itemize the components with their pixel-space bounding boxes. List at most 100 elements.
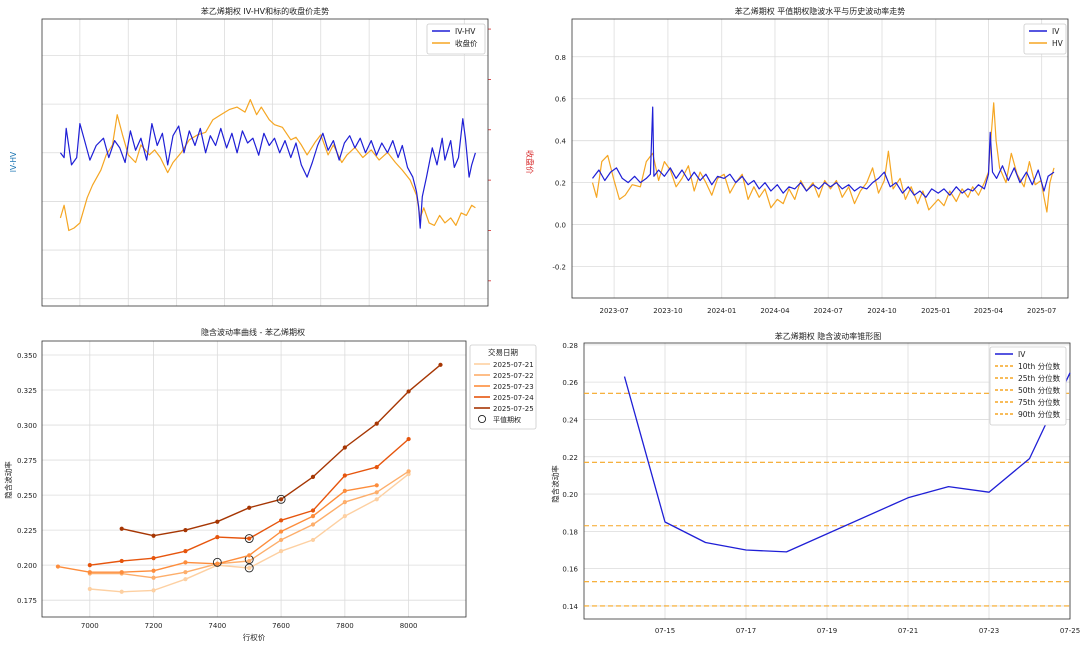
y-tick-label: 0.16 [562, 566, 578, 574]
y-tick-label: 0.175 [17, 597, 37, 605]
x-tick-label: 07-17 [736, 627, 756, 635]
x-tick-label: 2023-10 [653, 307, 682, 315]
x-tick-label: 07-15 [655, 627, 675, 635]
plot-frame [571, 18, 1069, 299]
smile-point [342, 500, 347, 505]
legend-label: IV-HV [455, 27, 476, 36]
smile-point [215, 561, 220, 566]
smile-point [374, 483, 379, 488]
smile-point [87, 586, 92, 592]
x-tick-label: 7000 [81, 622, 99, 630]
legend-label: 2025-07-23 [493, 383, 534, 391]
smile-point [310, 508, 316, 513]
legend-label: 25th 分位数 [1018, 373, 1061, 383]
x-tick-label: 07-21 [898, 627, 918, 635]
smile-point [278, 497, 284, 502]
legend-label: 75th 分位数 [1018, 397, 1061, 407]
x-tick-label: 2023-07 [599, 307, 628, 315]
smile-point [342, 473, 347, 478]
plot-frame [41, 340, 467, 618]
x-tick-label: 2024-01 [707, 307, 736, 315]
series-iv-line [592, 106, 1055, 198]
smile-point [215, 519, 220, 524]
y-tick-label: 0.22 [562, 454, 578, 462]
legend-label: 2025-07-25 [493, 405, 534, 413]
x-tick-label: 8000 [400, 622, 418, 630]
smile-point [119, 526, 124, 531]
smile-point [119, 589, 124, 594]
y-tick-label: 0.24 [562, 416, 578, 424]
y-tick-label: 0.18 [562, 528, 578, 536]
smile-point [310, 514, 316, 519]
smile-point [374, 421, 379, 426]
legend-label: 收盘价 [455, 38, 478, 48]
y-tick-label: 0.6 [555, 96, 567, 104]
chart-title: 苯乙烯期权 IV-HV和标的收盘价走势 [201, 6, 329, 16]
y-tick-label: 0.225 [17, 527, 37, 535]
smile-point [183, 570, 188, 575]
smile-point [278, 549, 284, 554]
legend-label: 50th 分位数 [1018, 385, 1061, 395]
legend-label: IV [1052, 27, 1060, 36]
x-tick-label: 07-25 [1060, 627, 1080, 635]
y-axis-label: 隐含波动率 [550, 465, 560, 503]
chart-iv-hv-close: 苯乙烯期权 IV-HV和标的收盘价走势 IV-HV 收盘价 IV-HV 收盘价 [9, 6, 535, 307]
y-tick-label: 0.200 [17, 562, 37, 570]
smile-point [438, 362, 443, 367]
smile-point [119, 570, 124, 575]
y-tick-label: 0.300 [17, 422, 37, 430]
legend-atm-marker [477, 414, 487, 424]
chart-iv-cone: 0.14 0.16 0.18 0.20 0.22 0.24 0.26 0.28 07-15 07-… [550, 331, 1080, 635]
y-tick-label: 0.20 [562, 491, 578, 499]
y-tick-label: 0.325 [17, 387, 37, 395]
x-tick-label: 07-19 [817, 627, 837, 635]
x-tick-label: 7800 [336, 622, 354, 630]
y-tick-label: 0.250 [17, 492, 37, 500]
smile-point [310, 537, 316, 543]
y-axis-label: IV-HV [9, 151, 18, 172]
smile-point [342, 488, 347, 494]
smile-line-2025-07-24 [89, 438, 410, 566]
smile-point [310, 522, 316, 527]
legend-label: 10th 分位数 [1018, 361, 1061, 371]
legend-label: HV [1052, 39, 1064, 48]
smile-point [183, 528, 188, 533]
x-axis-label: 行权价 [243, 632, 266, 642]
x-tick-label: 2024-04 [760, 307, 790, 315]
smile-point [87, 563, 92, 568]
y-tick-label: 0.4 [555, 138, 567, 146]
y2-axis-label: 收盘价 [525, 150, 535, 174]
series-hv-line [591, 102, 1055, 213]
chart-title: 隐含波动率曲线 - 苯乙烯期权 [201, 327, 305, 337]
legend-label: IV [1018, 350, 1026, 359]
smile-point [247, 553, 252, 558]
y-axis-label: 隐含波动率 [3, 461, 13, 499]
plot-frame [41, 18, 489, 307]
smile-point [406, 469, 411, 474]
legend-label: 2025-07-21 [493, 361, 534, 369]
chart-iv-smile: 0.175 0.200 0.225 0.250 0.275 0.300 0.325 0.350… [3, 327, 537, 642]
y-tick-label: 0.0 [555, 222, 566, 230]
smile-point [406, 389, 411, 394]
x-tick-label: 2025-01 [921, 307, 950, 315]
smile-point [183, 549, 188, 554]
x-tick-label: 2024-10 [867, 307, 896, 315]
smile-point [151, 588, 156, 593]
smile-point [55, 564, 61, 569]
smile-point [374, 490, 379, 495]
series-close-line [59, 98, 476, 232]
smile-point [342, 514, 347, 519]
legend-label: 2025-07-24 [493, 394, 534, 402]
smile-point [151, 568, 156, 573]
smile-point [151, 556, 156, 561]
smile-point [374, 464, 379, 470]
smile-line-2025-07-21 [89, 473, 410, 593]
atm-marker [212, 557, 222, 567]
smile-point [406, 436, 411, 442]
smile-point [151, 575, 156, 580]
smile-point [374, 497, 379, 502]
x-tick-label: 07-23 [979, 627, 999, 635]
x-tick-label: 7600 [272, 622, 290, 630]
atm-marker [244, 534, 254, 543]
